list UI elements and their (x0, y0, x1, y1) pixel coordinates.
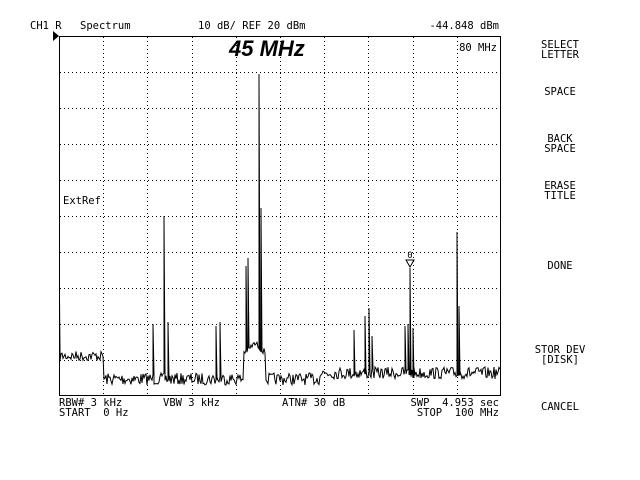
screen-title: 45 MHz (229, 36, 305, 61)
ext-ref-indicator: ExtRef (63, 195, 101, 207)
vbw-setting: VBW 3 kHz (163, 397, 220, 409)
spectrum-trace (59, 73, 501, 387)
rbw-setting: RBW# 3 kHz (59, 397, 123, 409)
start-frequency: START 0 Hz (59, 407, 129, 419)
marker-triangle-icon (405, 259, 415, 269)
softkey-cancel[interactable]: CANCEL (541, 401, 579, 413)
reference-level-arrow-icon (53, 31, 59, 41)
scale-reference: 10 dB/ REF 20 dBm (198, 20, 306, 32)
spectrum-display: 0 (59, 36, 501, 396)
graticule-border (59, 36, 501, 396)
attenuation-setting: ATN# 30 dB (282, 397, 346, 409)
graticule-grid (60, 37, 500, 395)
mode-label: Spectrum (80, 20, 131, 32)
marker-value: -44.848 dBm (429, 20, 499, 32)
softkey-back-space[interactable]: BACK SPACE (544, 133, 576, 155)
sweep-time: SWP 4.953 sec (410, 397, 499, 409)
softkey-erase-title[interactable]: ERASE TITLE (544, 180, 576, 202)
marker-0: 0 (405, 251, 415, 269)
stop-frequency: STOP 100 MHz (416, 407, 499, 419)
softkey-space[interactable]: SPACE (544, 86, 576, 98)
marker-number: 0 (407, 251, 412, 261)
softkey-stor-dev-disk[interactable]: STOR DEV [DISK] (534, 344, 586, 366)
channel-indicator: CH1 R (30, 20, 62, 32)
softkey-done[interactable]: DONE (547, 260, 573, 272)
marker-frequency: 80 MHz (459, 42, 497, 54)
softkey-select-letter[interactable]: SELECT LETTER (541, 39, 579, 61)
